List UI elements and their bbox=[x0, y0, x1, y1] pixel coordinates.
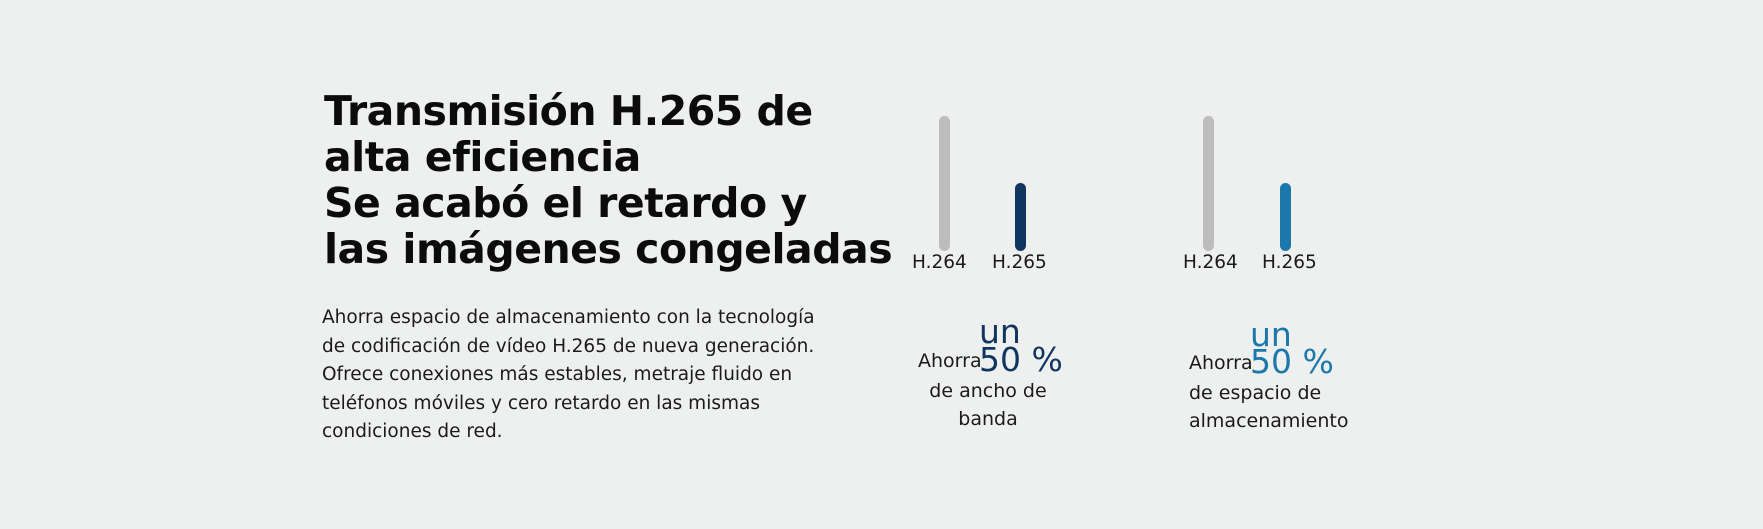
stat-un: un bbox=[1250, 315, 1292, 354]
stat-prefix: Ahorra bbox=[918, 350, 982, 372]
headline-line: las imágenes congeladas bbox=[324, 225, 893, 273]
description-line: Ahorra espacio de almacenamiento con la … bbox=[322, 307, 815, 328]
description-line: condiciones de red. bbox=[322, 421, 503, 442]
stat-description-line: de espacio de bbox=[1189, 382, 1322, 404]
stat-value: 50 % bbox=[1250, 342, 1334, 381]
stat-description: de espacio de almacenamiento bbox=[1189, 379, 1359, 435]
h264-label: H.264 bbox=[912, 252, 967, 273]
stat-description-line: almacenamiento bbox=[1189, 410, 1349, 432]
h265-label: H.265 bbox=[1262, 252, 1317, 273]
stat-value: 50 % bbox=[979, 340, 1063, 379]
description-line: de codificación de vídeo H.265 de nueva … bbox=[322, 335, 815, 357]
h265-storage-bar bbox=[1280, 183, 1291, 251]
h265-label: H.265 bbox=[992, 252, 1047, 273]
description-line: Ofrece conexiones más estables, metraje … bbox=[322, 364, 793, 385]
h264-storage-bar bbox=[1203, 116, 1214, 251]
description-line: teléfonos móviles y cero retardo en las … bbox=[322, 392, 760, 414]
headline-line: Transmisión H.265 de bbox=[324, 87, 813, 135]
h264-label: H.264 bbox=[1183, 252, 1238, 273]
stat-un: un bbox=[979, 312, 1021, 351]
stat-description-line: banda bbox=[958, 408, 1018, 430]
headline: Transmisión H.265 de alta eficiencia Se … bbox=[324, 87, 893, 273]
headline-line: alta eficiencia bbox=[324, 133, 641, 181]
headline-line: Se acabó el retardo y bbox=[324, 179, 807, 227]
stat-description: de ancho de banda bbox=[918, 377, 1058, 433]
h265-bandwidth-bar bbox=[1015, 183, 1026, 251]
h264-bandwidth-bar bbox=[939, 116, 950, 251]
stat-description-line: de ancho de bbox=[929, 380, 1047, 402]
description: Ahorra espacio de almacenamiento con la … bbox=[322, 304, 842, 447]
stat-prefix: Ahorra bbox=[1189, 352, 1253, 374]
